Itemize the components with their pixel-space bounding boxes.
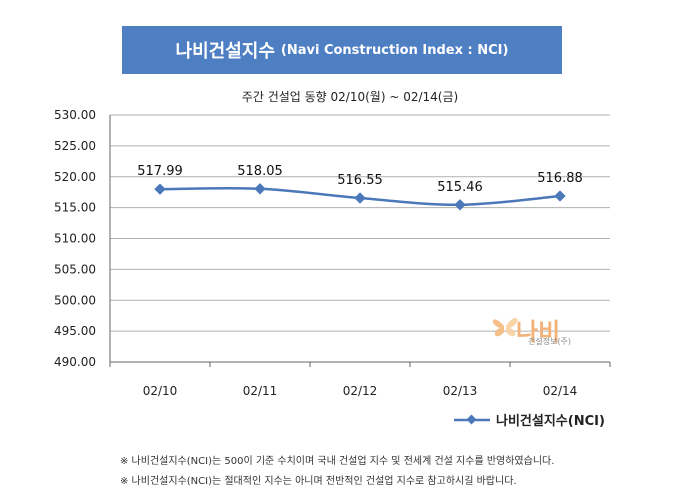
data-point-marker bbox=[354, 192, 366, 204]
chart-title-english: (Navi Construction Index : NCI) bbox=[280, 42, 509, 58]
x-tick-label: 02/12 bbox=[343, 384, 378, 398]
y-tick-label: 505.00 bbox=[54, 262, 96, 276]
logo-subtext: 건설정보(주) bbox=[528, 337, 572, 346]
footnote-2: ※ 나비건설지수(NCI)는 절대적인 지수는 아니며 전반적인 건설업 지수로… bbox=[120, 476, 517, 487]
chart-subtitle: 주간 건설업 동향 02/10(월) ~ 02/14(금) bbox=[241, 90, 459, 104]
data-point-marker bbox=[554, 190, 566, 202]
data-point-marker bbox=[254, 183, 266, 195]
y-tick-label: 510.00 bbox=[54, 232, 96, 246]
x-tick-label: 02/14 bbox=[543, 384, 578, 398]
data-label: 518.05 bbox=[237, 164, 283, 179]
butterfly-icon bbox=[492, 318, 518, 337]
y-tick-label: 515.00 bbox=[54, 201, 96, 215]
chart-title-korean: 나비건설지수 bbox=[175, 41, 275, 62]
logo-text: 나비 bbox=[516, 318, 561, 346]
data-label: 515.46 bbox=[437, 180, 483, 195]
legend-line-marker-icon bbox=[454, 414, 490, 424]
y-tick-label: 530.00 bbox=[54, 108, 96, 122]
data-label: 517.99 bbox=[137, 164, 183, 179]
y-tick-label: 490.00 bbox=[54, 355, 96, 369]
data-point-marker bbox=[454, 199, 466, 211]
navi-logo: 나비 건설정보(주) bbox=[486, 306, 616, 354]
legend: 나비건설지수(NCI) bbox=[452, 410, 605, 429]
legend-label: 나비건설지수(NCI) bbox=[496, 414, 605, 429]
y-tick-label: 520.00 bbox=[54, 170, 96, 184]
data-label: 516.88 bbox=[537, 171, 583, 186]
x-tick-label: 02/13 bbox=[443, 384, 478, 398]
x-tick-label: 02/10 bbox=[143, 384, 178, 398]
data-point-marker bbox=[154, 183, 166, 195]
y-tick-label: 495.00 bbox=[54, 324, 96, 338]
x-tick-label: 02/11 bbox=[243, 384, 278, 398]
title-banner: 나비건설지수 (Navi Construction Index : NCI) bbox=[122, 26, 562, 74]
footnote-1: ※ 나비건설지수(NCI)는 500이 기준 수치이며 국내 건설업 지수 및 … bbox=[120, 456, 555, 467]
data-label: 516.55 bbox=[337, 173, 383, 188]
y-tick-label: 500.00 bbox=[54, 293, 96, 307]
y-tick-label: 525.00 bbox=[54, 139, 96, 153]
